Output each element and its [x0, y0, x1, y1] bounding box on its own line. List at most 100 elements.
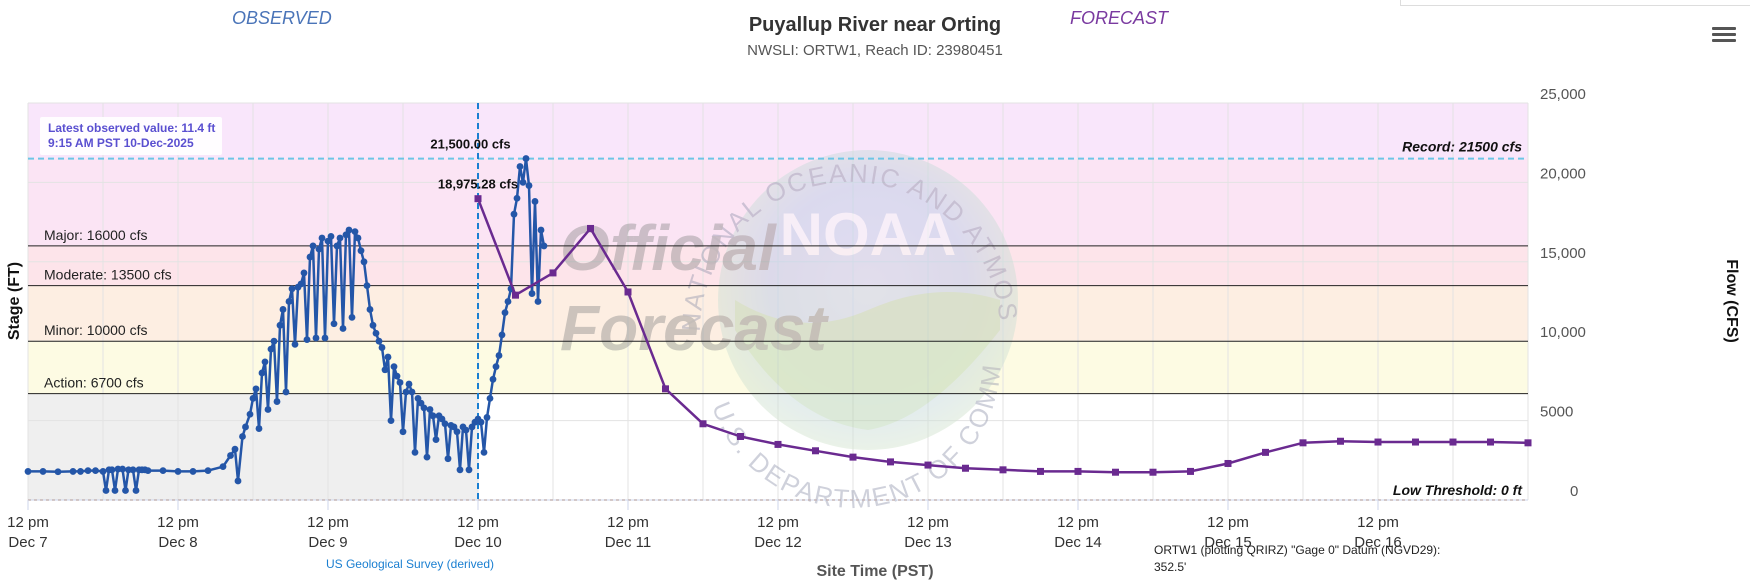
observed-point[interactable] — [372, 329, 380, 337]
observed-point[interactable] — [453, 428, 461, 436]
forecast-point[interactable] — [887, 458, 894, 466]
observed-point[interactable] — [531, 198, 539, 205]
observed-point[interactable] — [132, 487, 140, 494]
observed-point[interactable] — [204, 467, 212, 475]
observed-point[interactable] — [312, 334, 320, 342]
observed-point[interactable] — [321, 334, 329, 342]
forecast-point[interactable] — [1037, 467, 1044, 475]
observed-point[interactable] — [282, 388, 290, 396]
forecast-point[interactable] — [962, 464, 969, 472]
observed-point[interactable] — [297, 280, 305, 288]
observed-point[interactable] — [420, 404, 428, 412]
observed-point[interactable] — [119, 465, 126, 473]
observed-point[interactable] — [366, 306, 374, 313]
observed-point[interactable] — [336, 234, 344, 242]
observed-point[interactable] — [252, 385, 260, 393]
observed-point[interactable] — [291, 340, 299, 348]
observed-point[interactable] — [375, 337, 383, 345]
observed-point[interactable] — [483, 414, 491, 421]
observed-point[interactable] — [534, 298, 542, 305]
observed-point[interactable] — [528, 290, 536, 297]
observed-point[interactable] — [159, 467, 167, 475]
observed-point[interactable] — [276, 321, 284, 329]
observed-point[interactable] — [465, 466, 473, 474]
observed-point[interactable] — [477, 418, 485, 426]
observed-point[interactable] — [267, 345, 275, 353]
observed-point[interactable] — [258, 369, 266, 377]
observed-point[interactable] — [432, 436, 440, 444]
observed-point[interactable] — [330, 320, 338, 328]
observed-point[interactable] — [327, 232, 335, 240]
forecast-point[interactable] — [924, 461, 932, 469]
observed-point[interactable] — [393, 372, 401, 380]
observed-point[interactable] — [288, 285, 296, 293]
observed-point[interactable] — [24, 468, 32, 475]
observed-point[interactable] — [384, 353, 392, 361]
observed-point[interactable] — [84, 467, 92, 475]
observed-point[interactable] — [405, 380, 413, 388]
observed-point[interactable] — [516, 163, 524, 170]
observed-point[interactable] — [318, 234, 326, 242]
forecast-point[interactable] — [1337, 437, 1344, 445]
observed-point[interactable] — [501, 309, 509, 317]
observed-point[interactable] — [354, 234, 362, 242]
observed-point[interactable] — [239, 433, 246, 440]
observed-point[interactable] — [246, 410, 254, 418]
forecast-point[interactable] — [812, 447, 819, 455]
observed-point[interactable] — [357, 247, 365, 255]
forecast-point[interactable] — [1524, 439, 1532, 447]
forecast-point[interactable] — [1299, 439, 1307, 447]
observed-point[interactable] — [279, 306, 287, 313]
forecast-point[interactable] — [1449, 438, 1457, 446]
observed-point[interactable] — [513, 194, 521, 202]
observed-point[interactable] — [411, 448, 419, 456]
observed-point[interactable] — [498, 331, 506, 339]
observed-point[interactable] — [423, 453, 431, 461]
observed-point[interactable] — [303, 336, 311, 344]
observed-point[interactable] — [441, 420, 449, 428]
observed-point[interactable] — [39, 468, 47, 475]
observed-point[interactable] — [522, 155, 530, 162]
observed-point[interactable] — [363, 282, 371, 290]
observed-point[interactable] — [285, 298, 293, 305]
observed-point[interactable] — [402, 388, 410, 396]
observed-point[interactable] — [399, 428, 407, 436]
observed-point[interactable] — [309, 242, 317, 250]
observed-point[interactable] — [69, 468, 77, 475]
observed-point[interactable] — [351, 228, 359, 236]
observed-point[interactable] — [102, 487, 110, 494]
observed-point[interactable] — [396, 379, 404, 386]
forecast-point[interactable] — [1262, 448, 1269, 456]
observed-point[interactable] — [360, 258, 368, 266]
observed-point[interactable] — [306, 253, 314, 261]
forecast-point[interactable] — [849, 453, 857, 461]
observed-point[interactable] — [540, 242, 548, 250]
forecast-point[interactable] — [774, 440, 782, 448]
observed-point[interactable] — [504, 298, 512, 305]
observed-point[interactable] — [255, 425, 263, 432]
observed-point[interactable] — [111, 487, 119, 494]
forecast-point[interactable] — [1149, 468, 1157, 476]
observed-point[interactable] — [408, 388, 416, 396]
forecast-point[interactable] — [699, 420, 707, 428]
observed-point[interactable] — [480, 448, 488, 456]
observed-point[interactable] — [525, 182, 533, 189]
observed-point[interactable] — [261, 358, 269, 366]
observed-point[interactable] — [219, 463, 227, 471]
forecast-point[interactable] — [1224, 459, 1232, 467]
observed-point[interactable] — [519, 179, 527, 186]
observed-point[interactable] — [122, 487, 129, 494]
observed-point[interactable] — [387, 417, 395, 424]
observed-point[interactable] — [444, 455, 452, 463]
observed-point[interactable] — [144, 467, 152, 475]
forecast-point[interactable] — [549, 269, 557, 277]
forecast-point[interactable] — [512, 291, 519, 299]
observed-point[interactable] — [270, 337, 278, 345]
observed-point[interactable] — [54, 468, 62, 476]
observed-point[interactable] — [378, 344, 386, 351]
observed-point[interactable] — [333, 242, 341, 250]
observed-point[interactable] — [227, 452, 234, 459]
forecast-point[interactable] — [474, 195, 482, 203]
observed-point[interactable] — [486, 394, 494, 402]
observed-point[interactable] — [77, 468, 84, 475]
